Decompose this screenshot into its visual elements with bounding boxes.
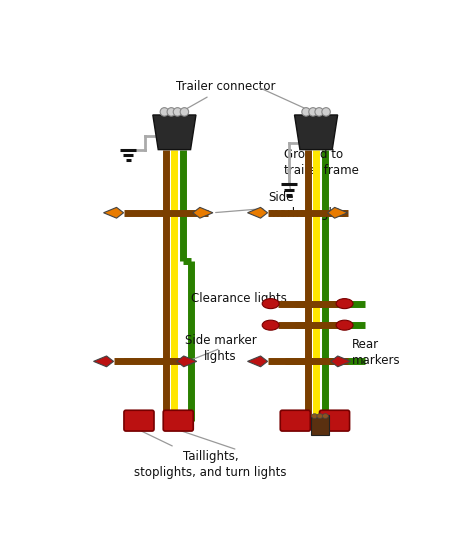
Ellipse shape xyxy=(262,320,279,330)
Polygon shape xyxy=(177,356,197,367)
Polygon shape xyxy=(103,207,124,218)
Text: Rear
markers: Rear markers xyxy=(352,338,400,367)
Polygon shape xyxy=(328,207,347,218)
Ellipse shape xyxy=(322,414,328,418)
FancyBboxPatch shape xyxy=(280,410,310,431)
Circle shape xyxy=(173,108,182,116)
Circle shape xyxy=(302,108,310,116)
Ellipse shape xyxy=(262,299,279,308)
Polygon shape xyxy=(247,207,267,218)
Ellipse shape xyxy=(336,299,353,308)
FancyBboxPatch shape xyxy=(319,410,349,431)
Polygon shape xyxy=(247,356,267,367)
Circle shape xyxy=(180,108,189,116)
Circle shape xyxy=(315,108,323,116)
Circle shape xyxy=(160,108,169,116)
Text: Side marker
lights: Side marker lights xyxy=(185,334,256,363)
Polygon shape xyxy=(331,356,351,367)
Ellipse shape xyxy=(311,414,318,418)
Text: Side
marker lights: Side marker lights xyxy=(216,190,347,220)
Polygon shape xyxy=(311,414,329,434)
Text: Clearance lights: Clearance lights xyxy=(191,292,334,307)
Text: Trailer connector: Trailer connector xyxy=(176,80,276,112)
Circle shape xyxy=(309,108,317,116)
Circle shape xyxy=(322,108,330,116)
FancyBboxPatch shape xyxy=(163,410,193,431)
FancyBboxPatch shape xyxy=(124,410,154,431)
Polygon shape xyxy=(93,356,114,367)
Ellipse shape xyxy=(336,320,353,330)
Ellipse shape xyxy=(317,414,323,418)
Circle shape xyxy=(167,108,175,116)
Polygon shape xyxy=(153,115,196,150)
Text: Taillights,
stoplights, and turn lights: Taillights, stoplights, and turn lights xyxy=(134,431,287,479)
Polygon shape xyxy=(294,115,337,150)
Polygon shape xyxy=(193,207,213,218)
Text: Ground to
trailer frame: Ground to trailer frame xyxy=(284,148,359,177)
